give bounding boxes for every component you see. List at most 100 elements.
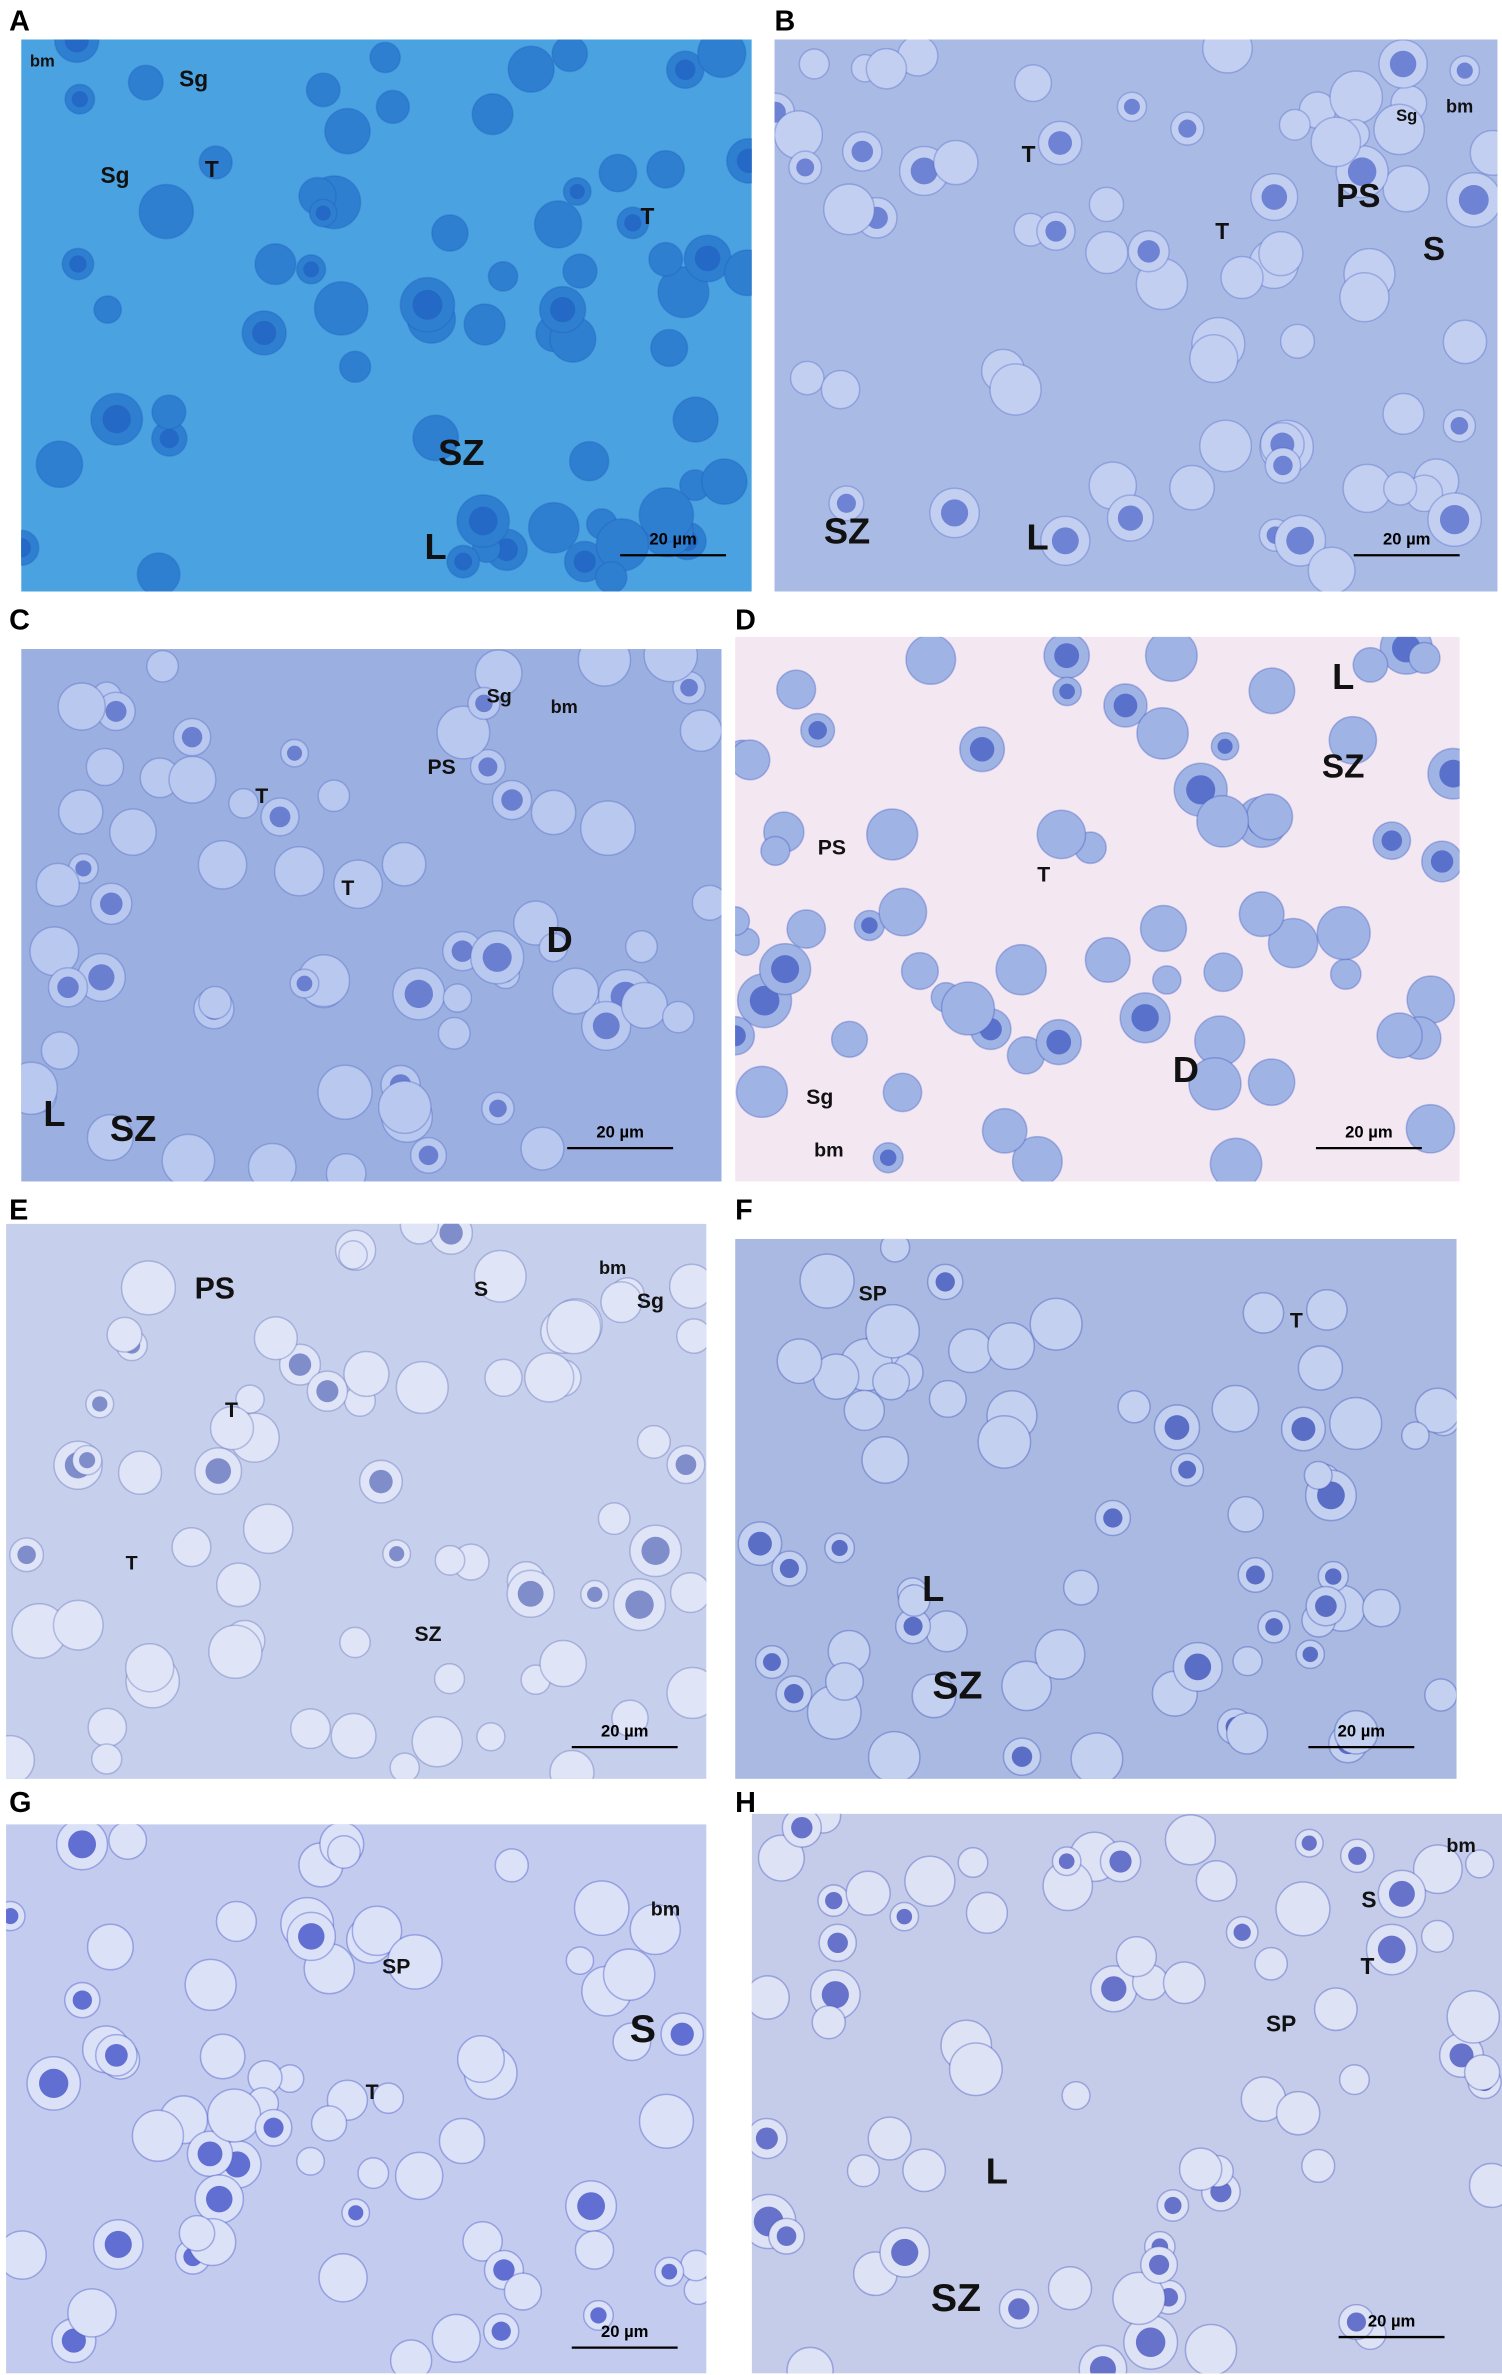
nucleus	[1245, 1565, 1265, 1585]
micrograph	[751, 1813, 1502, 2374]
cell	[1382, 392, 1425, 436]
cell	[1001, 1660, 1052, 1712]
scale-bar-label: 20 µm	[596, 1122, 643, 1141]
nucleus	[1135, 2327, 1166, 2358]
cell	[318, 2253, 368, 2303]
cell	[1313, 1987, 1358, 2032]
cell	[865, 47, 908, 90]
cell	[438, 2117, 486, 2165]
nucleus	[88, 964, 115, 991]
nucleus	[1046, 1029, 1072, 1055]
panel-letter: C	[9, 604, 30, 636]
cell	[867, 1730, 921, 1779]
annotation: PS	[195, 1272, 235, 1305]
nucleus	[1301, 1835, 1317, 1851]
nucleus	[573, 550, 596, 573]
cell	[168, 755, 217, 804]
annotation: Sg	[487, 686, 512, 708]
annotation: bm	[599, 1258, 626, 1278]
cell	[58, 789, 104, 835]
nucleus	[625, 1590, 654, 1619]
panel: B Sg bm T T PS S SZ L 20 µm	[774, 5, 1498, 592]
cell	[228, 788, 259, 819]
nucleus	[896, 1908, 913, 1925]
nucleus	[791, 1816, 813, 1839]
cell	[598, 153, 638, 193]
annotation: Sg	[179, 65, 208, 91]
nucleus	[72, 1990, 92, 2010]
nucleus	[1011, 1746, 1033, 1767]
nucleus	[159, 428, 179, 449]
cell	[1328, 715, 1378, 765]
cell	[184, 1958, 237, 2012]
cell	[928, 1379, 967, 1419]
cell	[109, 808, 157, 856]
cell	[965, 1891, 1009, 1935]
nucleus	[1109, 1850, 1132, 1873]
nucleus	[205, 1458, 232, 1484]
nucleus	[1103, 1508, 1123, 1528]
cell	[90, 1743, 123, 1775]
annotation: SP	[382, 1956, 410, 1979]
cell	[1238, 891, 1285, 938]
nucleus	[404, 979, 433, 1009]
cell	[1139, 904, 1188, 953]
nucleus	[316, 1380, 339, 1403]
nucleus	[69, 255, 87, 273]
nucleus	[482, 942, 512, 972]
cell	[394, 2151, 444, 2201]
cell	[296, 2146, 326, 2176]
cell	[208, 1624, 263, 1679]
nucleus	[735, 1025, 746, 1047]
cell	[1232, 1645, 1263, 1677]
cell	[120, 1260, 177, 1316]
nucleus	[861, 917, 878, 934]
cell	[1220, 255, 1264, 300]
nucleus	[1286, 526, 1315, 555]
annotation: bm	[1446, 1835, 1475, 1857]
cell	[338, 1240, 368, 1270]
cell	[668, 1263, 707, 1310]
nucleus	[1178, 119, 1197, 138]
cell	[611, 1699, 649, 1738]
cell	[254, 243, 297, 286]
nucleus	[491, 2321, 511, 2341]
cell	[1196, 794, 1250, 848]
cell	[774, 110, 824, 160]
cell	[343, 1350, 390, 1398]
panel: C Sg bm PS T T D L SZ 20 µm	[9, 604, 722, 1182]
cell	[434, 1544, 466, 1576]
annotation: SZ	[110, 1108, 156, 1149]
annotation: SZ	[931, 2276, 981, 2320]
cell	[494, 1848, 529, 1883]
annotation: SZ	[438, 432, 484, 473]
cell	[1011, 1135, 1063, 1182]
cell	[1405, 1103, 1456, 1154]
nucleus	[71, 91, 88, 108]
panel: E PS Sbm Sg T T SZ 20 µm	[6, 1194, 707, 1779]
cell	[1376, 1012, 1423, 1059]
nucleus	[252, 320, 277, 346]
annotation: S	[1361, 1886, 1376, 1912]
cell	[310, 2105, 348, 2142]
nucleus	[1325, 1568, 1342, 1585]
cell	[487, 260, 519, 292]
cell	[1333, 1709, 1379, 1755]
cell	[751, 1975, 790, 2020]
nucleus	[680, 678, 698, 697]
cell	[600, 1280, 643, 1324]
nucleus	[1045, 220, 1067, 242]
cell	[1088, 186, 1125, 223]
cell	[1029, 1297, 1083, 1351]
cell	[1202, 39, 1253, 74]
cell	[679, 709, 722, 753]
nucleus	[1265, 1618, 1283, 1636]
cell	[1254, 1946, 1289, 1981]
cell	[1412, 1844, 1463, 1895]
nucleus	[478, 757, 498, 777]
cell	[902, 2148, 947, 2193]
cell	[1463, 2054, 1501, 2091]
nucleus	[1430, 850, 1454, 873]
cell	[757, 1834, 805, 1882]
annotation: bm	[30, 52, 55, 71]
